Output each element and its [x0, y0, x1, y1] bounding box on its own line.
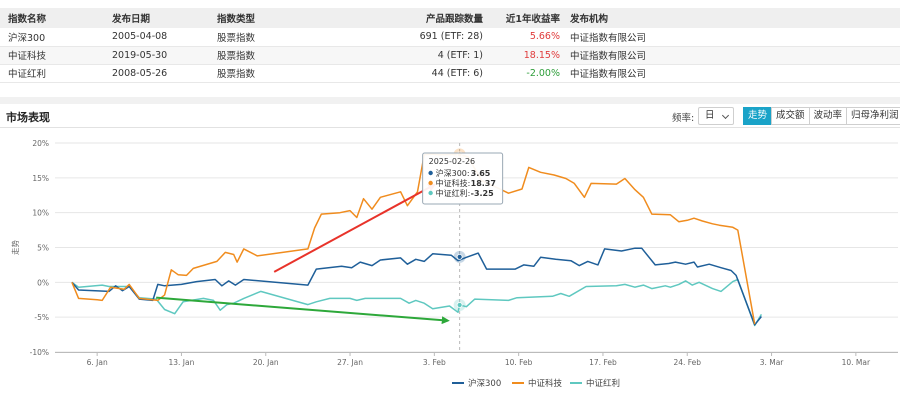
index-type: 股票指数 — [213, 46, 363, 65]
col-header-return[interactable]: 近1年收益率 — [487, 8, 564, 28]
x-tick-label: 24. Feb — [673, 358, 701, 367]
annotation-arrow — [273, 183, 437, 273]
publisher: 中证指数有限公司 — [564, 46, 900, 65]
legend-label: 中证红利 — [586, 378, 620, 389]
one-year-return: -2.00% — [487, 64, 564, 83]
series-line-hl — [71, 278, 763, 327]
index-table: 指数名称 发布日期 指数类型 产品跟踪数量 近1年收益率 发布机构 沪深300 … — [0, 8, 900, 83]
x-tick-label: 13. Jan — [169, 358, 195, 367]
x-tick-label: 3. Feb — [423, 358, 446, 367]
product-count: 4 (ETF: 1) — [363, 46, 487, 65]
index-name[interactable]: 沪深300 — [0, 28, 108, 47]
market-section-title: 市场表现 — [6, 111, 50, 124]
legend-label: 沪深300 — [468, 378, 501, 389]
index-name[interactable]: 中证红利 — [0, 64, 108, 83]
tooltip-swatch — [428, 180, 433, 186]
section-separator — [0, 97, 900, 104]
col-header-count[interactable]: 产品跟踪数量 — [363, 8, 487, 28]
frequency-value: 日 — [705, 110, 715, 121]
hover-marker — [456, 254, 463, 260]
x-tick-label: 20. Jan — [253, 358, 279, 367]
performance-chart: -10% -5% 0% 5% 10% 15% 20% 6. Jan 13. Jan 20. Jan… — [10, 139, 898, 389]
tooltip-series-name: 中证科技: — [436, 178, 471, 188]
hover-marker — [456, 302, 463, 308]
x-tick-label: 27. Jan — [337, 358, 363, 367]
series-line-kj — [71, 153, 756, 325]
annotation-arrow — [156, 296, 450, 325]
frequency-label: 频率: — [672, 113, 695, 124]
table-row[interactable]: 沪深300 2005-04-08 股票指数 691 (ETF: 28) 5.66… — [0, 28, 900, 47]
release-date: 2005-04-08 — [108, 28, 213, 47]
tab-volatility[interactable]: 波动率 — [808, 107, 848, 125]
col-header-type[interactable]: 指数类型 — [213, 8, 363, 28]
index-type: 股票指数 — [213, 28, 363, 47]
tooltip-swatch — [428, 190, 433, 196]
metric-tab-bar: 走势 成交额 波动率 归母净利润 — [743, 107, 900, 125]
tab-trend[interactable]: 走势 — [743, 107, 773, 125]
x-tick-label: 10. Feb — [505, 358, 533, 367]
release-date: 2008-05-26 — [108, 64, 213, 83]
product-count: 44 (ETF: 6) — [363, 64, 487, 83]
index-name[interactable]: 中证科技 — [0, 46, 108, 65]
frequency-select[interactable]: 日 — [698, 107, 734, 125]
col-header-name[interactable]: 指数名称 — [0, 8, 108, 28]
col-header-org[interactable]: 发布机构 — [564, 8, 900, 28]
y-axis-label: 走势 — [10, 240, 20, 255]
publisher: 中证指数有限公司 — [564, 64, 900, 83]
y-tick-label: -5% — [34, 313, 49, 322]
table-row[interactable]: 中证红利 2008-05-26 股票指数 44 (ETF: 6) -2.00% … — [0, 64, 900, 83]
y-tick-label: 10% — [32, 209, 49, 218]
table-row[interactable]: 中证科技 2019-05-30 股票指数 4 (ETF: 1) 18.15% 中… — [0, 46, 900, 65]
x-tick-label: 6. Jan — [87, 358, 108, 367]
y-tick-label: 20% — [32, 139, 49, 148]
y-tick-label: 5% — [37, 244, 49, 253]
y-tick-label: -10% — [30, 348, 49, 357]
chevron-down-icon — [721, 111, 730, 120]
tooltip-date: 2025-02-26 — [429, 157, 476, 166]
tooltip-series-name: 中证红利: — [436, 188, 471, 198]
y-tick-label: 0% — [37, 278, 49, 287]
release-date: 2019-05-30 — [108, 46, 213, 65]
one-year-return: 5.66% — [487, 28, 564, 47]
x-tick-label: 10. Mar — [842, 358, 871, 367]
publisher: 中证指数有限公司 — [564, 28, 900, 47]
section-divider — [0, 127, 900, 128]
tooltip-series-value: 18.37 — [471, 179, 496, 188]
y-tick-label: 15% — [32, 174, 49, 183]
x-tick-label: 3. Mar — [760, 358, 785, 367]
index-type: 股票指数 — [213, 64, 363, 83]
tab-net-profit[interactable]: 归母净利润 — [846, 107, 900, 125]
tooltip-series-value: -3.25 — [471, 189, 494, 198]
tooltip-series-name: 沪深300: — [436, 168, 470, 178]
col-header-date[interactable]: 发布日期 — [108, 8, 213, 28]
x-tick-label: 17. Feb — [589, 358, 617, 367]
tooltip-series-value: 3.65 — [471, 169, 491, 178]
series-line-hs300 — [71, 247, 762, 326]
one-year-return: 18.15% — [487, 46, 564, 65]
tooltip-swatch — [428, 170, 433, 176]
product-count: 691 (ETF: 28) — [363, 28, 487, 47]
legend-label: 中证科技 — [528, 378, 563, 389]
tooltip-box — [422, 152, 504, 205]
tab-turnover[interactable]: 成交额 — [771, 107, 810, 125]
table-header-row: 指数名称 发布日期 指数类型 产品跟踪数量 近1年收益率 发布机构 — [0, 8, 900, 28]
